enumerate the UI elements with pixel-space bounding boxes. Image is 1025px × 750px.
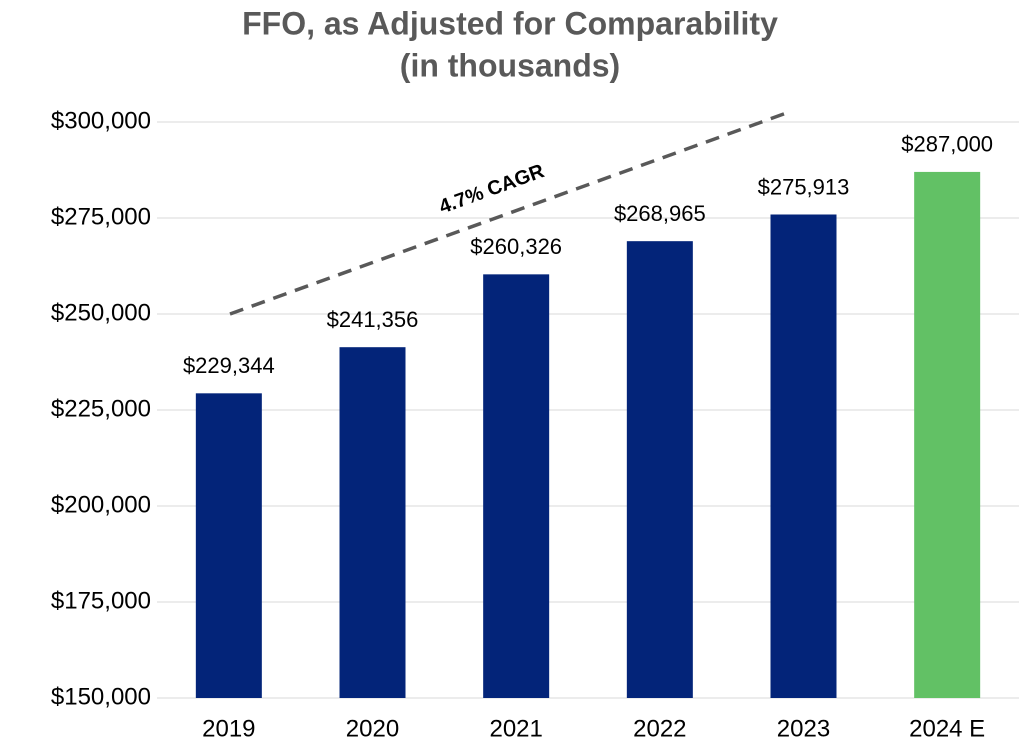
y-tick-label: $175,000: [51, 587, 151, 614]
x-tick-label: 2023: [777, 715, 830, 742]
x-tick-label: 2019: [202, 715, 255, 742]
data-label: $287,000: [901, 132, 993, 157]
bar: [339, 347, 406, 698]
x-tick-label: 2021: [489, 715, 542, 742]
y-tick-label: $225,000: [51, 395, 151, 422]
y-tick-label: $200,000: [51, 491, 151, 518]
bar: [770, 214, 837, 698]
bar: [626, 241, 693, 699]
y-tick-label: $250,000: [51, 299, 151, 326]
chart-title: FFO, as Adjusted for Comparability: [242, 5, 778, 41]
y-tick-label: $275,000: [51, 203, 151, 230]
data-label: $241,356: [327, 307, 419, 332]
x-tick-label: 2024 E: [909, 715, 985, 742]
data-label: $229,344: [183, 353, 275, 378]
y-tick-label: $300,000: [51, 107, 151, 134]
x-tick-label: 2022: [633, 715, 686, 742]
trend-line: [229, 109, 793, 316]
bar: [483, 274, 550, 698]
data-label: $268,965: [614, 201, 706, 226]
data-label: $260,326: [470, 234, 562, 259]
x-tick-label: 2020: [346, 715, 399, 742]
chart-subtitle: (in thousands): [400, 47, 620, 83]
y-tick-label: $150,000: [51, 683, 151, 710]
cagr-annotation: 4.7% CAGR: [436, 160, 547, 218]
bar: [914, 171, 981, 699]
data-label: $275,913: [758, 174, 850, 199]
bar: [195, 393, 262, 698]
